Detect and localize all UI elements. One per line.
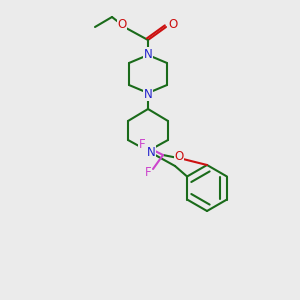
Text: N: N [147,146,155,158]
Text: N: N [144,88,152,100]
Text: F: F [145,166,151,178]
Text: F: F [139,137,145,151]
Text: O: O [168,19,178,32]
Text: N: N [144,47,152,61]
Text: O: O [174,151,184,164]
Text: O: O [117,19,127,32]
